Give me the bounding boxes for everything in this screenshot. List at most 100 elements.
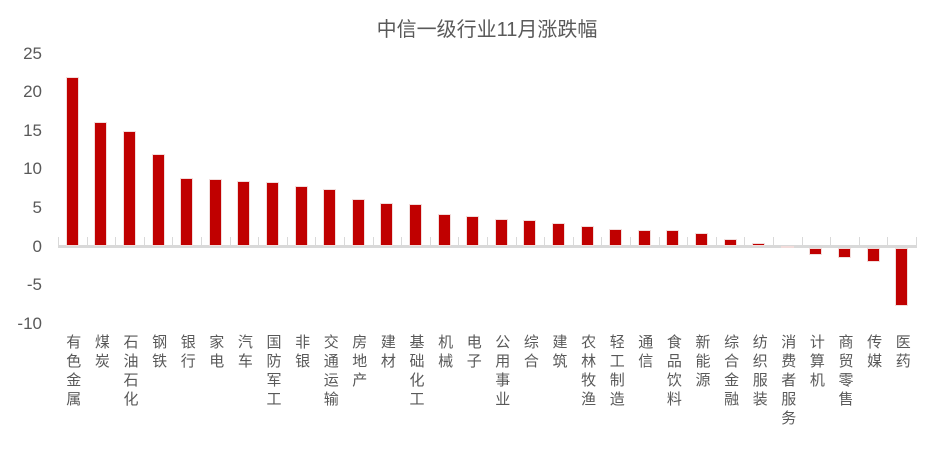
x-axis-tick bbox=[544, 237, 546, 248]
bar bbox=[609, 228, 623, 247]
bar bbox=[294, 185, 308, 247]
x-axis-category-label: 机械 bbox=[436, 334, 454, 372]
y-axis-tick-label: 10 bbox=[23, 159, 42, 179]
bar bbox=[380, 203, 394, 247]
y-axis-tick-label: -5 bbox=[26, 275, 42, 295]
x-axis-category-label: 纺织服装 bbox=[750, 334, 768, 410]
x-axis-line bbox=[58, 245, 916, 248]
x-axis-tick bbox=[344, 237, 345, 248]
x-axis-category-label: 食品饮料 bbox=[664, 334, 682, 410]
x-axis-category-label: 建材 bbox=[378, 334, 396, 372]
bar bbox=[809, 247, 823, 256]
x-axis-tick bbox=[286, 237, 288, 248]
x-axis-tick bbox=[315, 237, 317, 248]
x-axis-tick bbox=[58, 237, 59, 248]
bar bbox=[752, 242, 766, 247]
x-axis-category-label: 商贸零售 bbox=[836, 334, 854, 410]
x-axis-tick bbox=[801, 237, 803, 248]
x-axis-category-label: 基础化工 bbox=[407, 334, 425, 410]
y-axis-tick-label: 15 bbox=[23, 120, 42, 140]
x-axis-category-label: 综合金融 bbox=[722, 334, 740, 410]
x-axis-tick bbox=[572, 237, 574, 248]
x-axis-category-label: 轻工制造 bbox=[607, 334, 625, 410]
x-axis-category-label: 银行 bbox=[178, 334, 196, 372]
x-axis-tick bbox=[143, 237, 145, 248]
x-axis-category-label: 综合 bbox=[521, 334, 539, 372]
bar bbox=[895, 247, 909, 307]
bar bbox=[866, 247, 880, 263]
bar bbox=[552, 223, 565, 247]
x-axis-tick bbox=[86, 237, 88, 248]
x-axis-category-label: 非银 bbox=[293, 334, 311, 372]
x-axis-tick bbox=[487, 237, 488, 248]
x-axis-category-label: 电子 bbox=[464, 334, 482, 372]
x-axis-tick bbox=[715, 237, 717, 248]
bar bbox=[351, 198, 365, 247]
bar bbox=[65, 76, 79, 247]
x-axis-tick bbox=[687, 237, 689, 248]
x-axis-tick bbox=[372, 237, 374, 248]
bar bbox=[838, 247, 851, 259]
x-axis-tick bbox=[630, 237, 631, 248]
chart-title: 中信一级行业11月涨跌幅 bbox=[376, 19, 598, 41]
bar bbox=[180, 177, 194, 247]
x-axis-tick bbox=[916, 237, 917, 248]
x-axis-tick bbox=[429, 237, 431, 248]
bar bbox=[695, 233, 708, 247]
bar bbox=[208, 178, 222, 247]
y-axis-tick-label: 25 bbox=[23, 43, 42, 63]
x-axis-category-label: 医药 bbox=[893, 334, 911, 372]
x-axis-category-label: 房地产 bbox=[350, 334, 368, 391]
x-axis-category-label: 农林牧渔 bbox=[579, 334, 597, 410]
x-axis-tick bbox=[201, 237, 202, 248]
y-axis-tick-label: 20 bbox=[23, 82, 42, 102]
x-axis-tick bbox=[744, 237, 746, 248]
x-axis-tick bbox=[458, 237, 460, 248]
bar bbox=[237, 180, 251, 247]
x-axis-tick bbox=[658, 237, 660, 248]
x-axis-category-label: 有色金属 bbox=[64, 334, 82, 410]
y-axis-tick-label: 0 bbox=[32, 236, 42, 256]
bar bbox=[494, 219, 508, 247]
bar bbox=[666, 230, 680, 247]
x-axis-tick bbox=[887, 237, 889, 248]
x-axis-tick bbox=[401, 237, 403, 248]
bar bbox=[637, 229, 651, 247]
x-axis-tick bbox=[172, 237, 174, 248]
x-axis-category-label: 钢铁 bbox=[150, 334, 168, 372]
x-axis-category-label: 家电 bbox=[207, 334, 225, 372]
x-axis-tick bbox=[601, 237, 603, 248]
x-axis-tick bbox=[830, 237, 832, 248]
x-axis-tick bbox=[115, 237, 117, 248]
x-axis-tick bbox=[773, 237, 774, 248]
x-axis-category-label: 消费者服务 bbox=[779, 334, 797, 429]
x-axis-category-label: 新能源 bbox=[693, 334, 711, 391]
x-axis-category-label: 国防军工 bbox=[264, 334, 282, 410]
x-axis-tick bbox=[229, 237, 231, 248]
x-axis-category-label: 交通运输 bbox=[321, 334, 339, 410]
bar bbox=[523, 220, 537, 247]
bar bbox=[123, 131, 136, 247]
bar bbox=[780, 245, 794, 248]
x-axis-category-label: 建筑 bbox=[550, 334, 568, 372]
x-axis-tick bbox=[858, 237, 860, 248]
x-axis-category-label: 公用事业 bbox=[493, 334, 511, 410]
x-axis-category-label: 通信 bbox=[636, 334, 654, 372]
x-axis-tick bbox=[515, 237, 517, 248]
x-axis-category-label: 计算机 bbox=[807, 334, 825, 391]
x-axis-category-label: 汽车 bbox=[235, 334, 253, 372]
y-axis-tick-label: -10 bbox=[17, 313, 42, 333]
x-axis-tick bbox=[258, 237, 260, 248]
y-axis-tick-label: 5 bbox=[32, 197, 42, 217]
x-axis-category-label: 石油石化 bbox=[121, 334, 139, 410]
bar bbox=[466, 216, 480, 247]
bar bbox=[723, 238, 737, 247]
bar bbox=[266, 182, 279, 247]
bar bbox=[323, 189, 337, 247]
bar bbox=[580, 225, 594, 247]
x-axis-category-label: 煤炭 bbox=[92, 334, 110, 372]
bar bbox=[151, 153, 165, 247]
bar bbox=[94, 122, 108, 247]
x-axis-category-label: 传媒 bbox=[865, 334, 883, 372]
